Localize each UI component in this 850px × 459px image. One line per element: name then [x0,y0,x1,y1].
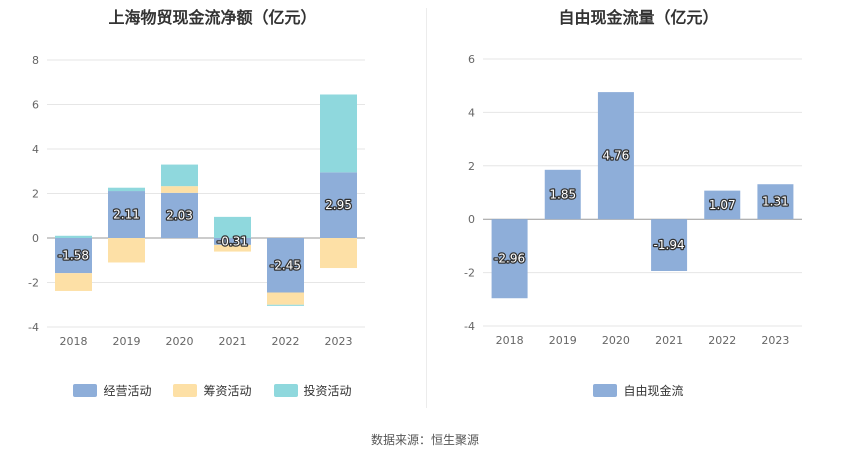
bar [55,235,92,238]
data-label: -2.45 [270,258,301,272]
bar [320,94,357,173]
panel-divider [426,8,427,408]
free-cashflow-legend: 自由现金流 [427,382,850,399]
bar [55,273,92,291]
legend-label: 筹资活动 [203,384,252,398]
x-tick-label: 2018 [496,334,524,347]
legend-swatch [173,384,198,397]
bar [320,238,357,269]
bar [161,164,198,187]
free-cashflow-chart-panel: 自由现金流量（亿元） -4 -2 0 2 4 6 2018 2019 2020 2021 2022 2… [427,0,850,410]
bar [108,238,145,263]
x-tick-label: 2022 [708,334,736,347]
data-label: 1.31 [762,195,789,209]
x-tick-label: 2018 [60,335,88,348]
data-label: 4.76 [603,149,630,163]
x-tick-label: 2020 [166,335,194,348]
bar [161,186,198,193]
y-tick-label: -4 [28,321,39,334]
data-label: 2.11 [113,208,140,222]
cashflow-chart-panel: 上海物贸现金流净额（亿元） -4 -2 0 2 4 6 8 2018 2019 2020 2021 2… [0,0,425,410]
chart-title: 自由现金流量（亿元） [558,8,719,27]
data-label: -0.31 [217,234,248,248]
x-tick-label: 2023 [325,335,353,348]
bar [320,172,357,238]
bar [651,219,688,271]
data-label: -1.94 [654,238,685,252]
data-label: 2.03 [166,208,193,222]
data-label: 1.07 [709,198,736,212]
data-label: -2.96 [494,252,525,266]
data-label: 2.95 [325,198,352,212]
legend-label: 投资活动 [303,384,352,398]
x-tick-label: 2019 [113,335,141,348]
y-tick-label: 0 [468,213,475,226]
bar [757,184,794,220]
bar [214,238,251,245]
x-tick-label: 2022 [272,335,300,348]
y-tick-label: 2 [468,160,475,173]
legend-item[interactable]: 经营活动 [73,382,151,399]
x-tick-label: 2019 [549,334,577,347]
y-tick-label: -2 [464,267,475,280]
legend-item[interactable]: 自由现金流 [593,382,684,399]
data-source: 数据来源：恒生聚源 [370,433,479,447]
chart-title: 上海物贸现金流净额（亿元） [108,8,317,27]
cashflow-legend: 经营活动 筹资活动 投资活动 [0,382,425,399]
data-label: 1.85 [549,188,576,202]
bar [267,304,304,306]
y-tick-label: 6 [32,99,39,112]
bar [55,238,92,274]
y-tick-label: 0 [32,232,39,245]
y-tick-label: 6 [468,53,475,66]
x-tick-label: 2021 [655,334,683,347]
legend-item[interactable]: 筹资活动 [173,382,252,399]
bar [267,292,304,305]
legend-swatch [593,384,618,397]
bar [161,192,198,238]
bar [214,244,251,252]
x-tick-label: 2021 [219,335,247,348]
bar [491,219,528,299]
cashflow-chart: -4 -2 0 2 4 6 8 2018 2019 2020 2021 2022 2023 -1.58 2.… [28,54,365,348]
x-tick-label: 2020 [602,334,630,347]
y-tick-label: 2 [32,188,39,201]
legend-label: 自由现金流 [623,384,684,398]
bar [108,187,145,192]
free-cashflow-chart: -4 -2 0 2 4 6 2018 2019 2020 2021 2022 2023 -2.96 1.8… [464,53,802,347]
y-tick-label: -4 [464,320,475,333]
y-tick-label: 8 [32,54,39,67]
y-tick-label: 4 [468,106,475,119]
legend-item[interactable]: 投资活动 [273,382,352,399]
legend-swatch [273,384,298,397]
bar [267,238,304,293]
legend-swatch [73,384,98,397]
y-tick-label: -2 [28,277,39,290]
bar [704,190,741,220]
bar [544,169,581,220]
bar [597,92,634,220]
y-tick-label: 4 [32,143,39,156]
x-tick-label: 2023 [761,334,789,347]
bar [214,216,251,238]
legend-label: 经营活动 [103,384,152,398]
data-label: -1.58 [58,249,89,263]
bar [108,191,145,238]
